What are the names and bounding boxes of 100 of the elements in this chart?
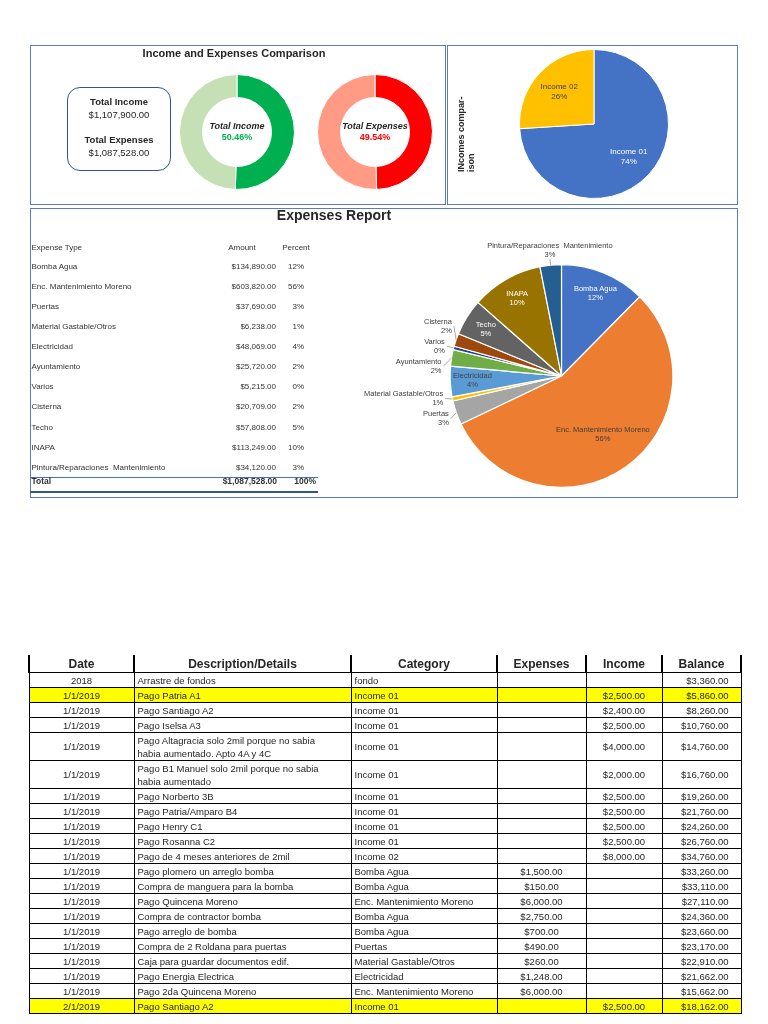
text: Pago Energia Electrica: [137, 970, 235, 982]
text: $2,500.00: [602, 719, 646, 731]
text: 1/1/2019: [63, 704, 100, 716]
text: Percent: [282, 242, 310, 254]
text: Pago Patria/Amparo B4: [137, 805, 238, 817]
text: $21,760.00: [680, 805, 729, 817]
text: Cisterna: [31, 402, 62, 414]
text: 1/1/2019: [63, 970, 100, 982]
text: Income 01: [354, 790, 399, 802]
text: fondo: [354, 674, 379, 686]
text: $1,087,528.00: [222, 476, 277, 488]
text: $34,120.00: [235, 462, 276, 474]
text: 1/1/2019: [63, 769, 100, 780]
text: Bomba Agua: [354, 865, 409, 877]
text: 1/1/2019: [63, 820, 100, 832]
text: Total Income: [90, 96, 148, 108]
text: Electricidad: [354, 970, 404, 982]
text: $260.00: [524, 955, 559, 967]
text: $6,238.00: [240, 322, 276, 333]
text: 2%: [292, 362, 304, 374]
text: 2%: [292, 402, 304, 414]
text: $10,760.00: [680, 719, 729, 731]
text: Pago Santiago A2: [137, 704, 214, 716]
text: Pago Iselsa A3: [137, 719, 201, 731]
text: $18,162.00: [680, 1000, 729, 1012]
text: 1/1/2019: [63, 880, 100, 892]
text: $33,260.00: [680, 865, 729, 877]
text: $2,500.00: [602, 805, 646, 817]
text: 1/1/2019: [63, 940, 100, 952]
text: 1/1/2019: [63, 689, 100, 701]
text: 4%: [292, 342, 304, 354]
text: Pago Quincena Moreno: [137, 895, 238, 907]
text: $37,690.00: [235, 301, 276, 313]
text: Puertas: [354, 940, 388, 952]
text: $34,760.00: [680, 850, 729, 862]
text: $19,260.00: [680, 790, 729, 802]
text: $24,260.00: [680, 820, 729, 832]
text: Pago plomero un arreglo bomba: [137, 865, 274, 877]
text: $490.00: [524, 940, 559, 952]
text: 3%: [292, 462, 304, 474]
text: $21,662.00: [680, 970, 729, 982]
text: Techo: [31, 422, 53, 434]
text: Caja para guardar documentos edif.: [137, 955, 290, 967]
text: $1,248.00: [520, 970, 563, 982]
text: Income: [602, 656, 645, 671]
text: Varios: [31, 382, 54, 394]
text: $113,249.00: [232, 442, 276, 454]
text: 10%: [287, 442, 304, 454]
text: Pago Altagracia solo 2mil porque no sabia habia aumentado. Apto 4A y 4C: [137, 734, 315, 759]
text: Balance: [678, 656, 725, 671]
data-label: 74%: [620, 156, 637, 166]
text: 1/1/2019: [63, 895, 100, 907]
text: $1,500.00: [520, 865, 563, 877]
text: Total Income: [209, 120, 265, 131]
text: $5,215.00: [240, 382, 276, 394]
text: $48,069.00: [235, 342, 276, 354]
text: Compra de 2 Roldana para puertas: [137, 940, 287, 952]
text: $8,260.00: [686, 704, 729, 716]
text: Date: [68, 656, 95, 671]
text: $15,662.00: [680, 985, 729, 997]
text: Income 01: [354, 835, 399, 847]
text: $1,107,900.00: [88, 109, 150, 121]
text: Income 01: [354, 719, 399, 731]
text: Category: [397, 656, 450, 671]
text: 1/1/2019: [63, 741, 100, 752]
text: Compra de manguera para la bomba: [137, 880, 294, 892]
text: Expenses Report: [276, 207, 392, 225]
text: $2,500.00: [602, 689, 646, 701]
text: $20,709.00: [235, 402, 276, 414]
text: Income and Expenses Comparison: [142, 47, 326, 61]
text: Pago Henry C1: [137, 820, 203, 832]
text: 1/1/2019: [63, 835, 100, 847]
text: Arrastre de fondos: [137, 674, 216, 686]
data-label: 26%: [551, 91, 568, 101]
text: Material Gastable/Otros: [31, 322, 116, 333]
text: 1/1/2019: [63, 985, 100, 997]
data-label: 50.46%: [221, 132, 253, 143]
text: $3,360.00: [686, 674, 729, 686]
text: Income 01: [354, 689, 399, 701]
slice-label: Income 02: [540, 81, 579, 91]
text: 1/1/2019: [63, 805, 100, 817]
text: $8,000.00: [602, 850, 646, 862]
text: Bomba Agua: [354, 925, 409, 937]
text: Bomba Agua: [354, 910, 409, 922]
text: Total Expenses: [84, 134, 154, 146]
text: 1/1/2019: [63, 790, 100, 802]
text: 1/1/2019: [63, 955, 100, 967]
text: $23,170.00: [680, 940, 729, 952]
text: Income 01: [354, 704, 399, 716]
text: $1,087,528.00: [88, 147, 150, 159]
text: $27,110.00: [681, 895, 729, 907]
text: Pago Norberto 3B: [137, 790, 214, 802]
text: Bomba Agua: [354, 880, 409, 892]
text: $4,000.00: [602, 741, 646, 752]
text: 56%: [287, 281, 304, 293]
text: $2,750.00: [520, 910, 563, 922]
text: $150.00: [524, 880, 559, 892]
text: Income 01: [354, 1000, 399, 1012]
text: Income 01: [354, 805, 399, 817]
text: Description/Details: [188, 656, 297, 671]
